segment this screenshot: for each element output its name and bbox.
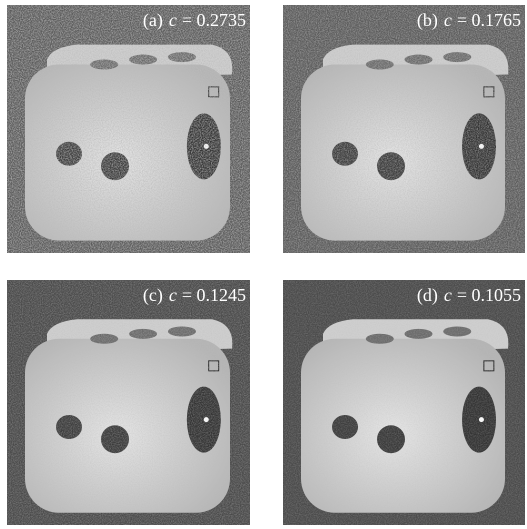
photo-panel: (d) c= 0.1055 (283, 280, 525, 525)
photo-panel: (a) c= 0.2735 (7, 5, 250, 253)
equation: = 0.1765 (457, 10, 521, 30)
panel-tag: (d) (417, 285, 438, 306)
panel-tag: (b) (417, 10, 438, 31)
equation: = 0.1245 (182, 285, 246, 305)
panel-tag: (c) (143, 285, 163, 306)
noise (283, 5, 525, 253)
photo-panel: (b) c= 0.1765 (283, 5, 525, 253)
noise (7, 5, 250, 253)
noise (7, 280, 250, 525)
symbol: c (169, 285, 177, 305)
figure: (a)c= 0.2735(b)c= 0.1765(c)c= 0.1245(d)c… (0, 0, 527, 529)
panel-tag: (a) (143, 10, 163, 31)
photo-panel: (c) c= 0.1245 (7, 280, 250, 525)
equation: = 0.2735 (182, 10, 246, 30)
panel-label: (b) c= 0.1765 (417, 10, 521, 31)
symbol: c (444, 285, 452, 305)
panel-label: (a) c= 0.2735 (143, 10, 246, 31)
equation: = 0.1055 (457, 285, 521, 305)
panel-label: (c) c= 0.1245 (143, 285, 246, 306)
symbol: c (169, 10, 177, 30)
panel-label: (d) c= 0.1055 (417, 285, 521, 306)
noise (283, 280, 525, 525)
symbol: c (444, 10, 452, 30)
